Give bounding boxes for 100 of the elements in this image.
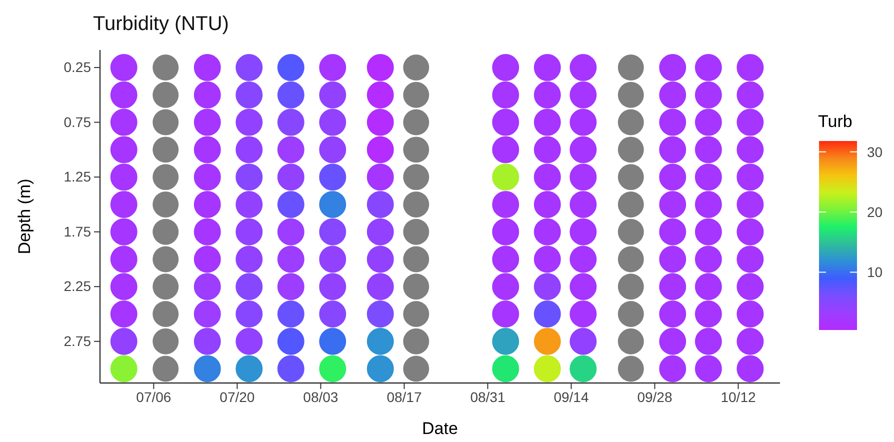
point	[659, 54, 686, 81]
point	[618, 109, 644, 136]
point	[403, 109, 430, 136]
point	[492, 164, 520, 191]
point	[236, 81, 263, 108]
y-tick-label: 2.75	[64, 332, 92, 349]
point	[659, 246, 686, 273]
point	[736, 300, 764, 328]
point	[152, 109, 179, 136]
point	[492, 54, 520, 81]
x-axis-title: Date	[422, 419, 458, 438]
point	[110, 136, 138, 164]
point	[694, 355, 722, 382]
point	[152, 301, 179, 327]
point	[236, 164, 263, 191]
point	[570, 218, 597, 246]
point	[194, 136, 221, 164]
x-tick-label: 09/28	[637, 388, 672, 405]
point	[110, 218, 138, 246]
point	[110, 246, 138, 273]
point	[110, 54, 138, 81]
point	[366, 108, 394, 136]
point	[659, 164, 686, 191]
point	[236, 136, 263, 164]
point	[403, 356, 430, 382]
color-bar-label: 10	[867, 264, 883, 280]
point	[403, 246, 430, 272]
point	[277, 273, 304, 300]
point	[152, 218, 179, 245]
point	[319, 355, 346, 382]
point	[319, 136, 346, 164]
point	[534, 355, 561, 382]
point	[570, 136, 597, 164]
point	[492, 355, 520, 382]
point	[152, 164, 179, 190]
point	[570, 300, 597, 328]
point	[319, 81, 346, 108]
point	[319, 218, 346, 246]
point	[194, 355, 221, 382]
point	[659, 355, 686, 382]
point	[736, 108, 764, 136]
point	[534, 81, 561, 108]
point	[534, 164, 561, 191]
point	[534, 136, 561, 164]
color-bar-title: Turb	[818, 112, 852, 131]
point	[694, 136, 722, 164]
x-tick-label: 09/14	[554, 388, 589, 405]
point	[659, 190, 686, 218]
point	[618, 218, 644, 245]
point	[534, 328, 561, 355]
point	[194, 164, 221, 191]
x-tick-label: 08/31	[470, 388, 506, 405]
point	[570, 81, 597, 108]
point	[570, 108, 597, 136]
point	[366, 300, 394, 328]
point	[403, 82, 430, 108]
point	[534, 218, 561, 246]
point	[319, 328, 346, 355]
point	[366, 328, 394, 355]
y-tick-label: 0.75	[64, 114, 92, 130]
point	[570, 355, 597, 382]
point	[152, 328, 179, 354]
point	[152, 246, 179, 272]
point	[194, 246, 221, 273]
point	[152, 54, 179, 80]
point	[403, 136, 430, 163]
point	[403, 191, 430, 218]
point	[277, 246, 304, 273]
point	[236, 108, 263, 136]
point	[236, 218, 263, 246]
point	[736, 328, 764, 355]
point	[319, 273, 346, 300]
point	[659, 108, 686, 136]
point	[492, 273, 520, 300]
x-tick-label: 10/12	[720, 388, 756, 405]
point	[694, 246, 722, 273]
point	[694, 190, 722, 218]
point	[277, 300, 304, 328]
x-tick-label: 07/06	[136, 388, 172, 405]
point	[736, 218, 764, 246]
point	[110, 164, 138, 191]
point	[319, 300, 346, 328]
point	[236, 300, 263, 328]
point	[403, 274, 430, 300]
point	[236, 355, 263, 382]
point	[236, 328, 263, 355]
point	[277, 190, 304, 218]
point	[110, 190, 138, 218]
point	[152, 274, 179, 300]
point	[492, 108, 520, 136]
point	[236, 54, 263, 81]
point	[236, 190, 263, 218]
point	[319, 246, 346, 273]
point	[618, 82, 644, 108]
point	[694, 164, 722, 191]
point	[694, 218, 722, 246]
y-tick-label: 2.25	[64, 278, 92, 294]
point	[736, 273, 764, 300]
point	[534, 190, 561, 218]
chart-title: Turbidity (NTU)	[93, 13, 229, 35]
